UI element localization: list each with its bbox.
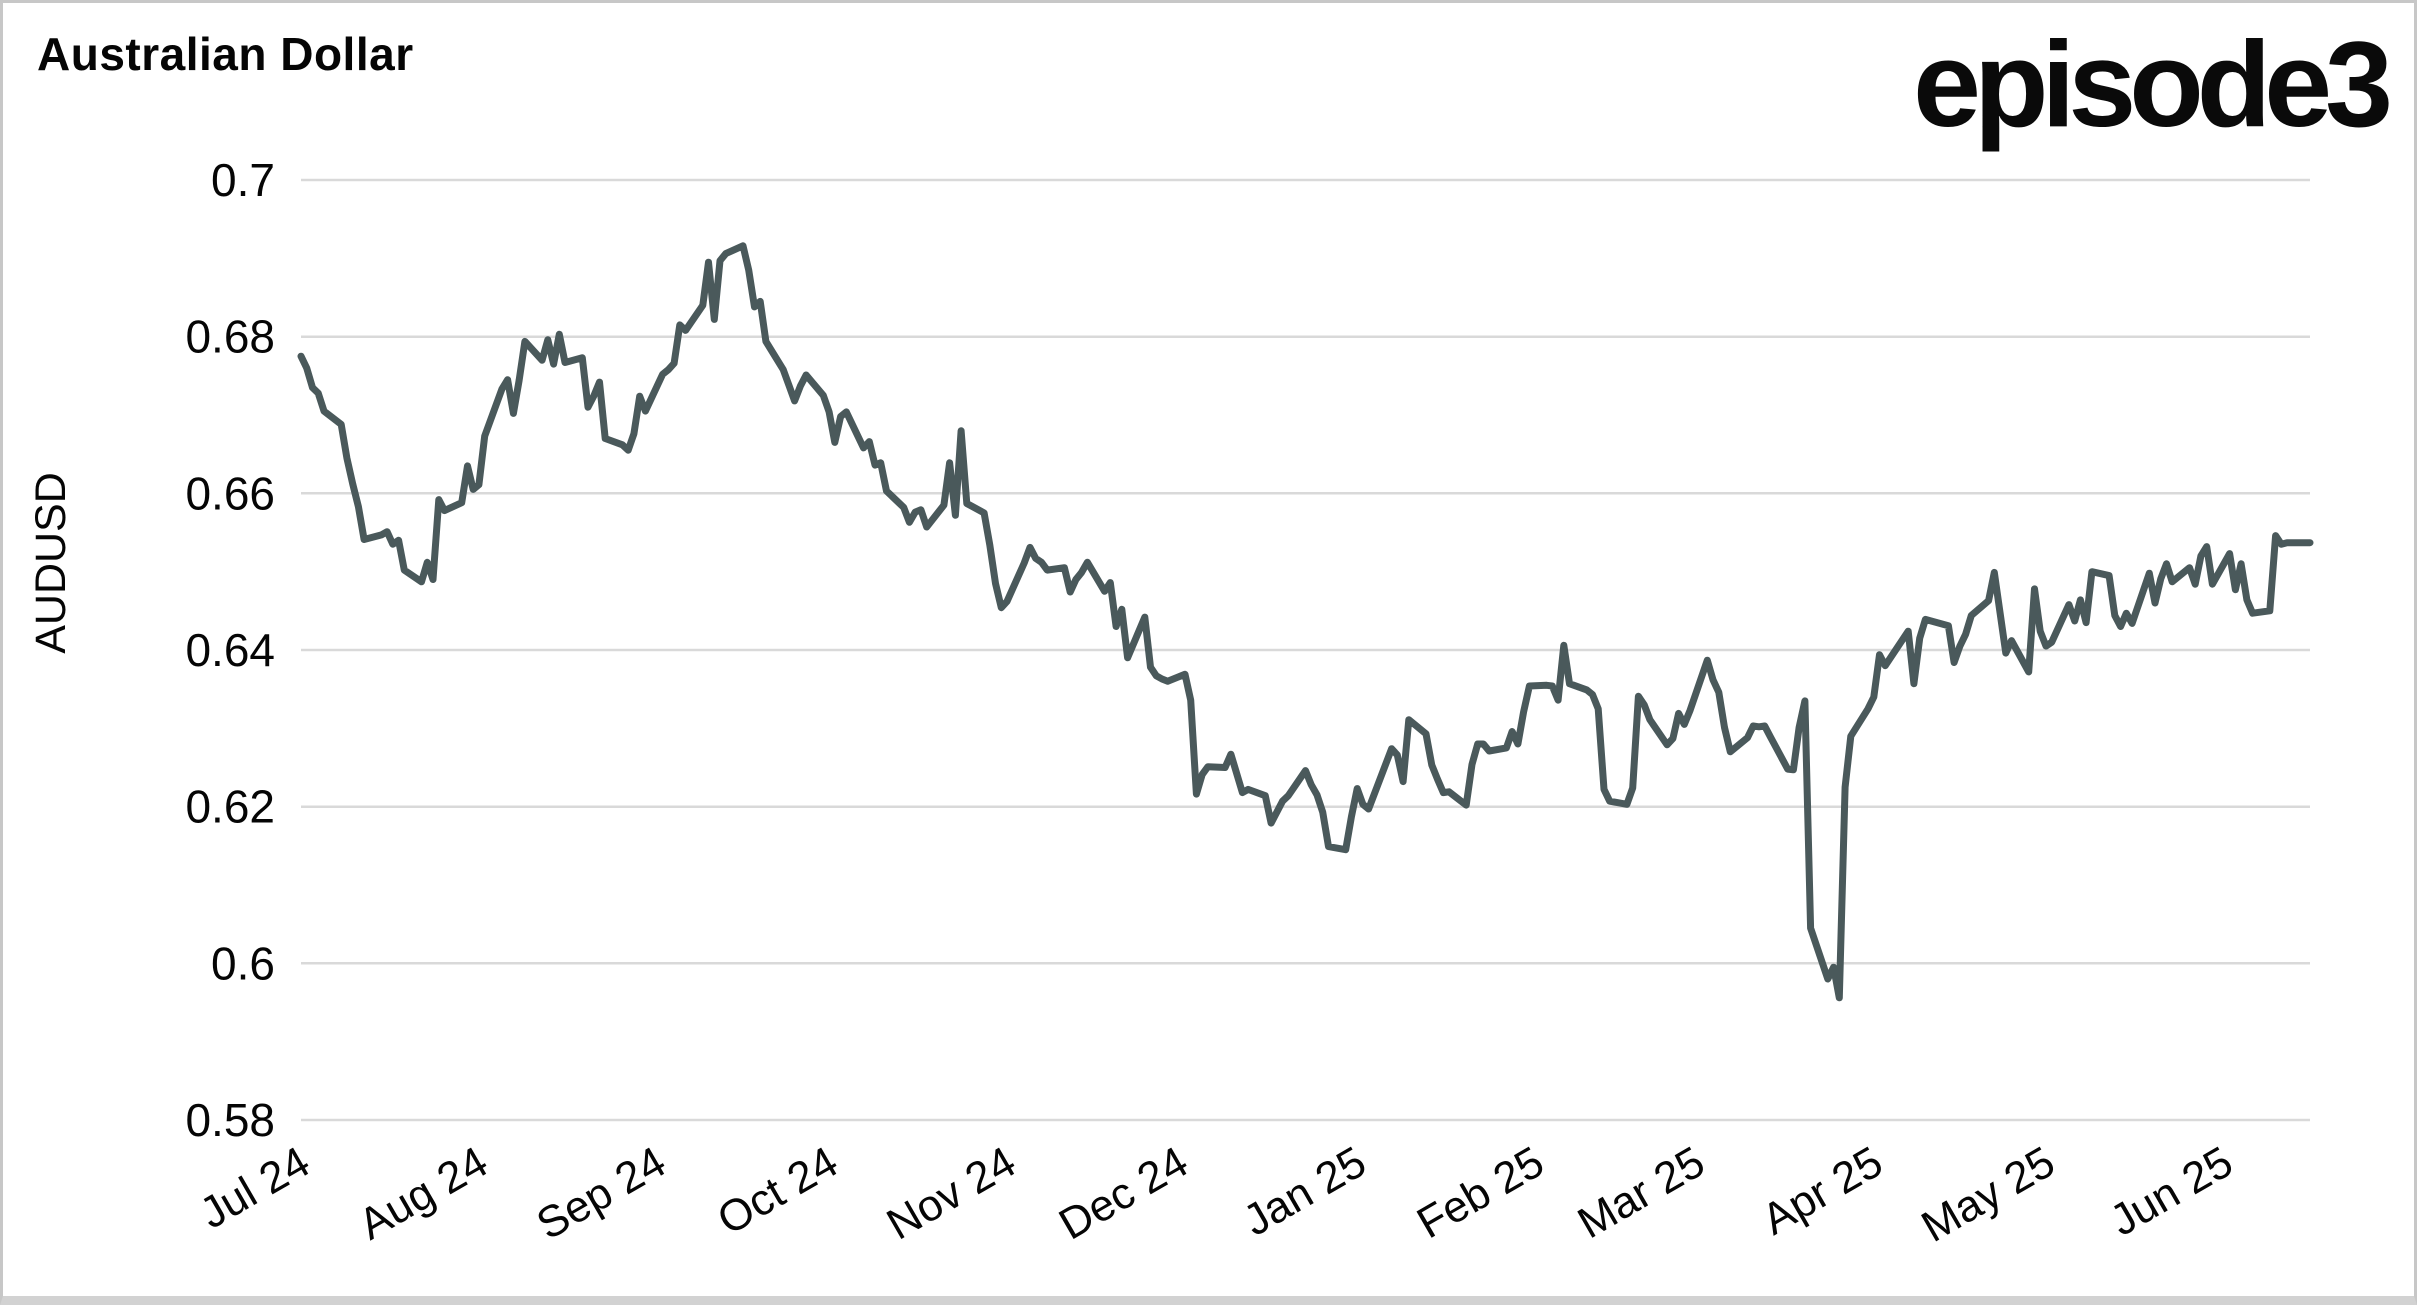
y-tick-label: 0.68 <box>185 311 275 363</box>
page-title: Australian Dollar <box>37 28 414 80</box>
x-tick-label: Feb 25 <box>1409 1137 1552 1248</box>
x-tick-label: Aug 24 <box>351 1137 496 1249</box>
x-tick-label: Nov 24 <box>879 1137 1024 1249</box>
price-line <box>297 242 2314 1002</box>
y-tick-label: 0.58 <box>185 1094 275 1146</box>
episode3-logo: episode3 <box>1899 5 2393 164</box>
x-tick-label: May 25 <box>1914 1137 2063 1252</box>
y-tick-label: 0.62 <box>185 781 275 833</box>
y-tick-label: 0.66 <box>185 467 275 519</box>
x-tick-label: Sep 24 <box>529 1137 674 1249</box>
x-tick-label: Jul 24 <box>192 1137 318 1238</box>
x-tick-label: Jan 25 <box>1235 1137 1374 1245</box>
y-tick-label: 0.6 <box>211 937 275 989</box>
x-tick-label: Jun 25 <box>2102 1137 2241 1245</box>
y-axis-label: AUDUSD <box>27 472 75 654</box>
y-tick-label: 0.7 <box>211 154 275 206</box>
x-tick-label: Apr 25 <box>1754 1137 1891 1244</box>
x-tick-label: Mar 25 <box>1570 1137 1713 1248</box>
y-tick-label: 0.64 <box>185 624 275 676</box>
x-tick-label: Dec 24 <box>1051 1137 1196 1249</box>
x-tick-label: Oct 24 <box>709 1137 846 1244</box>
